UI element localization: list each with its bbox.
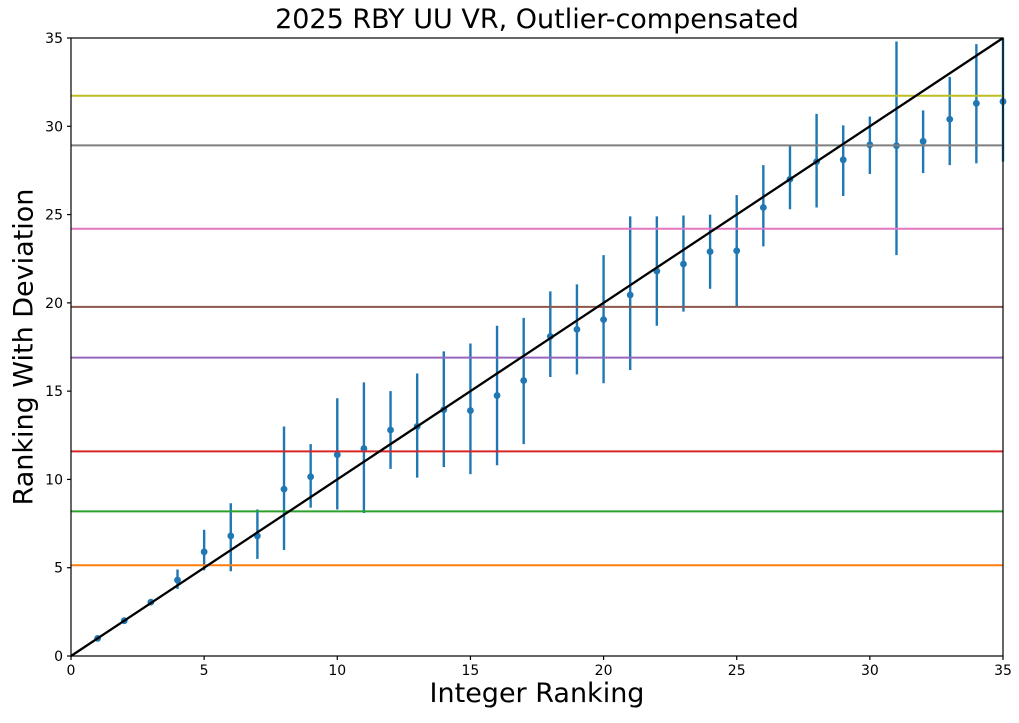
y-tick-label: 20 (45, 296, 63, 312)
data-point (626, 291, 634, 299)
x-tick-label: 30 (861, 663, 879, 679)
chart-title: 2025 RBY UU VR, Outlier-compensated (275, 4, 799, 35)
x-tick-label: 35 (994, 663, 1012, 679)
data-point (333, 451, 341, 459)
x-tick-label: 0 (67, 663, 76, 679)
y-tick-label: 30 (45, 119, 63, 135)
y-tick-label: 0 (54, 649, 63, 665)
y-tick-label: 15 (45, 384, 63, 400)
identity-line (70, 37, 1004, 657)
x-tick-label: 25 (728, 663, 746, 679)
x-axis-label: Integer Ranking (429, 678, 645, 709)
x-tick-label: 15 (462, 663, 480, 679)
data-point (200, 548, 208, 556)
data-point (972, 99, 980, 107)
data-point (307, 473, 315, 481)
y-tick-label: 25 (45, 208, 63, 224)
y-tick-label: 5 (54, 561, 63, 577)
data-point (919, 137, 927, 145)
threshold-lines-group (71, 94, 1003, 567)
y-tick-label: 10 (45, 472, 63, 488)
data-point (706, 248, 714, 256)
y-tick-label: 35 (45, 31, 63, 47)
x-tick-label: 20 (595, 663, 613, 679)
x-tick-label: 5 (200, 663, 209, 679)
data-point (839, 156, 847, 164)
identity-line-group (70, 37, 1004, 657)
x-tick-label: 10 (328, 663, 346, 679)
data-point (387, 426, 394, 434)
data-point (600, 316, 607, 324)
data-point (174, 576, 181, 584)
data-point (759, 204, 767, 211)
data-point (733, 247, 741, 255)
data-point (467, 407, 474, 414)
axes-group: 0 5 10 15 20 25 30 35 0 5 10 15 20 25 30 35 (45, 31, 1012, 679)
data-point (280, 485, 288, 493)
data-point (227, 532, 235, 540)
axes-frame (70, 37, 1004, 657)
data-point (573, 325, 581, 333)
data-point (360, 445, 368, 452)
data-point (946, 115, 954, 123)
data-point (520, 377, 528, 384)
data-point (493, 392, 501, 399)
data-point (680, 260, 687, 268)
